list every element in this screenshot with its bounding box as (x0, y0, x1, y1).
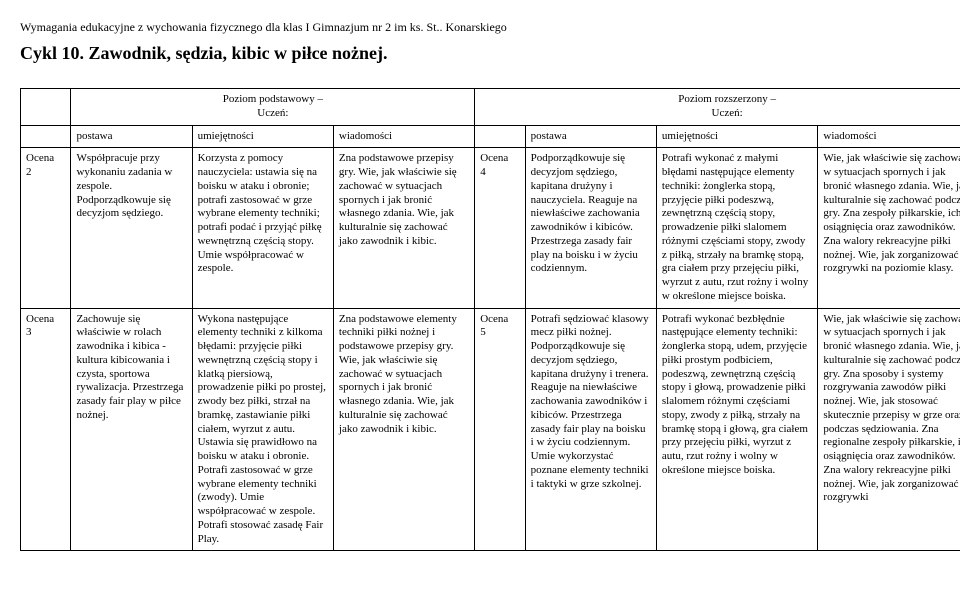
assessment-table: Poziom podstawowy – Uczeń: Poziom rozsze… (20, 88, 960, 551)
page-title: Cykl 10. Zawodnik, sędzia, kibic w piłce… (20, 43, 960, 64)
sub-empty (21, 125, 71, 148)
cell-r-postawa: Potrafi sędziować klasowy mecz piłki noż… (525, 308, 656, 551)
cell-p-umiej: Korzysta z pomocy nauczyciela: ustawia s… (192, 148, 333, 308)
cell-r-umiej: Potrafi wykonać bezbłędnie następujące e… (656, 308, 818, 551)
sub-wiad-basic: wiadomości (333, 125, 474, 148)
empty-header (21, 89, 71, 126)
sub-umiej-basic: umiejętności (192, 125, 333, 148)
cell-p-postawa: Współpracuje przy wykonaniu zadania w ze… (71, 148, 192, 308)
grade-label: Ocena 2 (21, 148, 71, 308)
grade-label-adv: Ocena 4 (475, 148, 525, 308)
sub-umiej-adv: umiejętności (656, 125, 818, 148)
page-header: Wymagania edukacyjne z wychowania fizycz… (20, 20, 960, 35)
sub-postawa-adv: postawa (525, 125, 656, 148)
sub-empty2 (475, 125, 525, 148)
table-row: Ocena 3 Zachowuje się właściwie w rolach… (21, 308, 960, 551)
cell-p-umiej: Wykona następujące elementy techniki z k… (192, 308, 333, 551)
cell-r-postawa: Podporządkowuje się decyzjom sędziego, k… (525, 148, 656, 308)
sub-postawa-basic: postawa (71, 125, 192, 148)
sub-wiad-adv: wiadomości (818, 125, 960, 148)
advanced-level-header: Poziom rozszerzony – Uczeń: (475, 89, 960, 126)
table-row: Ocena 2 Współpracuje przy wykonaniu zada… (21, 148, 960, 308)
cell-p-wiad: Zna podstawowe przepisy gry. Wie, jak wł… (333, 148, 474, 308)
cell-r-wiad: Wie, jak właściwie się zachować w sytuac… (818, 148, 960, 308)
cell-r-umiej: Potrafi wykonać z małymi błędami następu… (656, 148, 818, 308)
basic-level-header: Poziom podstawowy – Uczeń: (71, 89, 475, 126)
group-header-row: Poziom podstawowy – Uczeń: Poziom rozsze… (21, 89, 960, 126)
cell-r-wiad: Wie, jak właściwie się zachować w sytuac… (818, 308, 960, 551)
grade-label: Ocena 3 (21, 308, 71, 551)
grade-label-adv: Ocena 5 (475, 308, 525, 551)
cell-p-wiad: Zna podstawowe elementy techniki piłki n… (333, 308, 474, 551)
sub-header-row: postawa umiejętności wiadomości postawa … (21, 125, 960, 148)
cell-p-postawa: Zachowuje się właściwie w rolach zawodni… (71, 308, 192, 551)
